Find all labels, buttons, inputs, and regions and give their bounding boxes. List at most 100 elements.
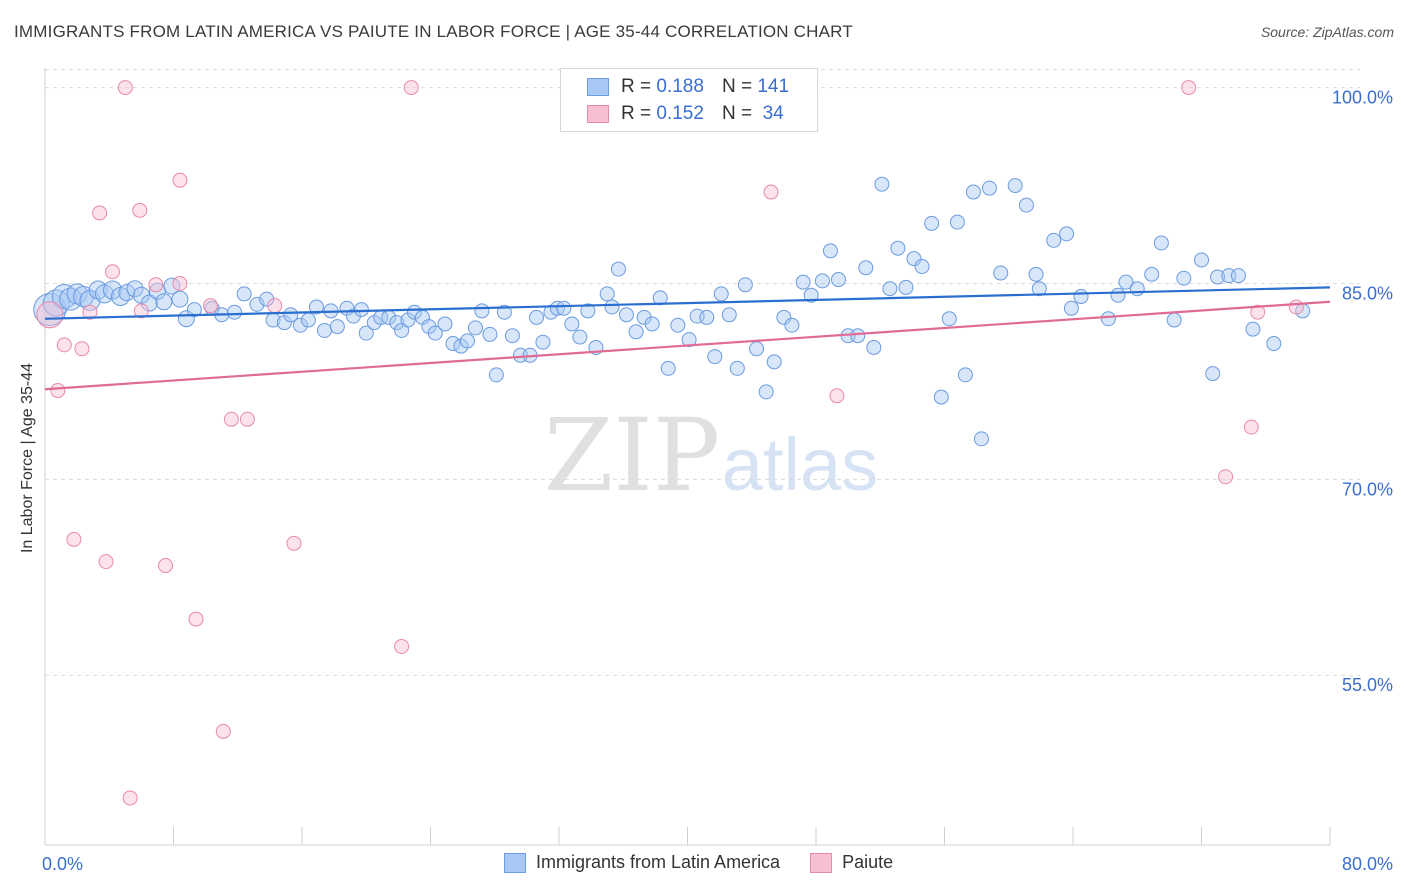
point-paiute [1218,469,1234,485]
point-immigrants [822,243,838,259]
point-immigrants [529,309,545,325]
legend-swatch-blue [587,78,609,96]
point-immigrants [949,214,965,230]
point-paiute [286,535,302,551]
point-immigrants [171,290,189,308]
point-immigrants [599,286,615,302]
point-immigrants [866,339,882,355]
watermark-zip: ZIP [544,397,720,514]
watermark-atlas: atlas [722,423,878,506]
point-immigrants [814,273,830,289]
gridlines [45,69,1360,676]
point-immigrants [874,176,890,192]
point-immigrants [628,324,644,340]
point-paiute [104,264,120,280]
point-immigrants [776,309,792,325]
point-immigrants [610,261,626,277]
point-paiute [50,383,66,399]
point-immigrants [1210,269,1226,285]
point-immigrants [898,279,914,295]
point-immigrants [292,317,308,333]
point-immigrants [1100,311,1116,327]
point-paiute [763,184,779,200]
point-immigrants [1118,274,1134,290]
point-immigrants [474,303,490,319]
y-tick-label: 70.0% [1342,479,1393,499]
point-paiute [394,639,410,655]
point-immigrants [766,354,782,370]
legend-item-paiute[interactable]: Paiute [810,852,893,873]
point-immigrants [580,303,596,319]
point-immigrants [155,293,173,311]
source-label: Source: ZipAtlas.com [1260,24,1394,40]
point-immigrants [795,274,811,290]
point-immigrants [276,315,292,331]
point-immigrants [549,300,565,316]
point-immigrants [79,289,101,311]
point-immigrants [186,302,202,318]
point-immigrants [1110,287,1126,303]
point-immigrants [618,307,634,323]
point-immigrants [981,180,997,196]
point-immigrants [400,312,416,328]
point-paiute [82,304,98,320]
legend-item-immigrants[interactable]: Immigrants from Latin America [504,852,780,873]
point-immigrants [236,286,252,302]
point-paiute [172,172,188,188]
point-paiute [74,341,90,357]
point-immigrants [227,304,243,320]
legend-label-paiute: Paiute [842,852,894,872]
point-immigrants [973,431,989,447]
trend-line-immigrants [44,286,1331,320]
trend-line-paiute [44,300,1331,391]
point-paiute [239,411,255,427]
point-immigrants [389,315,405,331]
point-immigrants [914,258,930,274]
point-paiute [188,611,204,627]
legend-r-label: R = [621,76,652,97]
point-immigrants [1194,252,1209,268]
point-immigrants [1176,270,1192,286]
point-immigrants [604,299,620,315]
point-paiute [172,275,188,291]
point-immigrants [308,299,324,315]
point-immigrants [689,308,705,324]
legend-label-immigrants: Immigrants from Latin America [536,852,781,872]
series-paiute-points [36,80,1304,806]
point-immigrants [681,332,697,348]
point-immigrants [504,328,520,344]
point-immigrants [882,281,898,297]
y-tick-label: 85.0% [1342,283,1393,303]
point-immigrants [459,333,475,349]
point-immigrants [721,307,737,323]
series-legend: Immigrants from Latin America Paiute [504,852,923,873]
point-immigrants [1205,366,1221,382]
point-paiute [92,205,108,221]
point-immigrants [707,349,723,365]
point-immigrants [758,384,774,400]
point-paiute [148,277,164,293]
point-immigrants [830,272,846,288]
axes [44,68,1331,846]
point-immigrants [644,316,660,332]
point-immigrants [437,316,453,332]
point-immigrants [670,317,686,333]
point-immigrants [965,184,981,200]
point-immigrants [488,367,504,383]
point-immigrants [660,360,676,376]
point-immigrants [993,265,1009,281]
point-immigrants [713,286,729,302]
point-immigrants [941,311,957,327]
point-immigrants [850,328,866,344]
point-immigrants [784,317,800,333]
point-immigrants [102,280,122,300]
point-immigrants [1266,336,1282,352]
legend-n-label: N = [721,103,753,124]
stats-legend: R = 0.188 N = 141 R = 0.152 N = 34 [560,68,818,132]
point-immigrants [1166,312,1182,328]
point-immigrants [467,320,483,336]
point-immigrants [427,325,443,341]
point-paiute [98,554,114,570]
point-immigrants [1007,178,1023,194]
point-immigrants [1028,266,1044,282]
